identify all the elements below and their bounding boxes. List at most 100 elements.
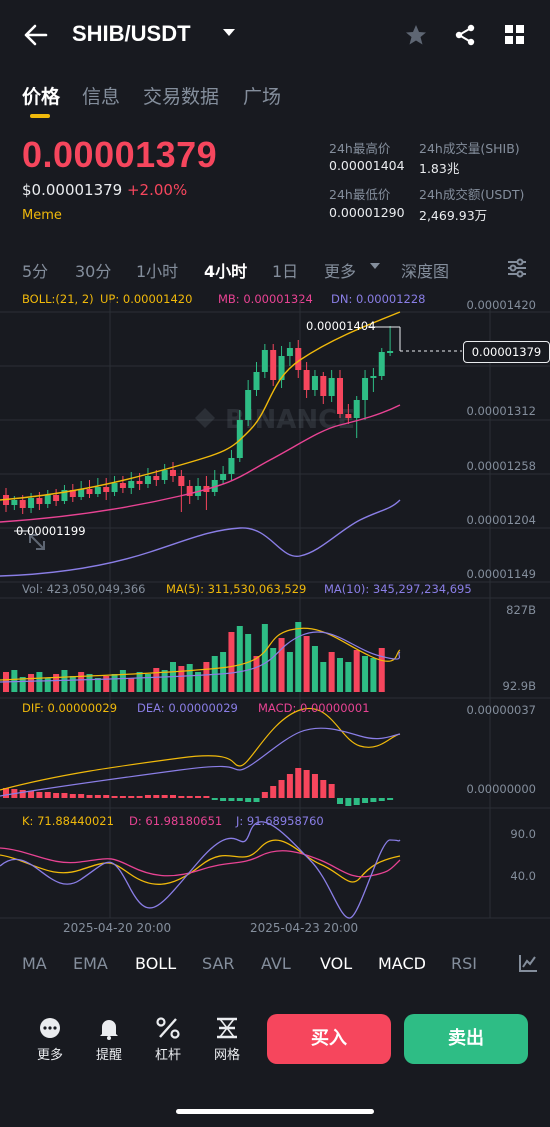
macd-bar [128,796,135,798]
macd-bar [28,791,35,798]
volume-bar [86,674,93,692]
tab-trading-data[interactable]: 交易数据 [143,86,220,108]
time-axis-2: 2025-04-23 20:00 [250,921,359,935]
interval-5m[interactable]: 5分 [22,262,49,281]
chart-settings-icon[interactable] [506,258,528,278]
ind-vol[interactable]: VOL [320,954,353,973]
macd-bar [328,784,335,798]
macd-dif: DIF: 0.00000029 [22,701,118,715]
time-axis-1: 2025-04-20 20:00 [63,921,172,935]
volume-bar [144,674,151,692]
macd-bar [3,788,9,798]
kdj-k: K: 71.88440021 [22,814,114,828]
nav-more[interactable]: 更多 [30,1016,70,1063]
macd-bar [270,786,277,798]
macd-bar [103,795,110,798]
interval-1d[interactable]: 1日 [272,262,299,281]
volume-bar [345,662,352,692]
amount-label: 24h成交额(USDT) [419,187,525,202]
period-row-glyphs [0,995,550,1000]
macd-bar [295,768,302,798]
macd-bar [170,795,176,798]
volume-bar [11,670,18,692]
nav-leverage[interactable]: 杠杆 [148,1016,188,1063]
share-icon[interactable] [453,23,477,47]
ind-ema[interactable]: EMA [73,954,108,973]
nav-alert-label: 提醒 [95,1048,122,1063]
ind-rsi[interactable]: RSI [451,954,477,973]
interval-more[interactable]: 更多 [324,262,357,281]
grid-menu-icon[interactable] [504,24,526,46]
volume-bar [103,676,110,692]
pair-title[interactable]: SHIB/USDT [72,21,191,46]
candle-body [61,490,68,501]
tab-square[interactable]: 广场 [243,86,282,108]
kline-chart[interactable]: BINANCE [0,300,550,920]
kdj-axis-1: 90.0 [510,827,536,841]
macd-bar [378,798,385,801]
kdj-axis-2: 40.0 [510,869,536,883]
volume-bar [61,670,68,692]
ind-macd[interactable]: MACD [378,954,426,973]
macd-bar [387,798,394,800]
candle-body [178,476,185,486]
candle-body [286,348,293,356]
ind-boll[interactable]: BOLL [135,954,177,973]
ind-ma[interactable]: MA [22,954,47,973]
active-tab-underline [30,114,50,118]
interval-1h[interactable]: 1小时 [136,262,179,281]
boll-params: BOLL:(21, 2) [22,292,94,306]
macd-bar [345,798,352,806]
macd-bar [161,795,168,798]
volume-bar [136,672,143,692]
volume-bar [161,670,168,692]
nav-alert[interactable]: 提醒 [89,1016,129,1063]
macd-bar [228,798,235,801]
volume-bar [353,650,360,692]
buy-button[interactable]: 买入 [267,1014,391,1064]
volume-bar [236,626,243,692]
macd-bar [36,792,43,798]
category-tag[interactable]: Meme [22,208,62,223]
interval-4h[interactable]: 4小时 [204,262,248,281]
macd-dea-line [0,727,401,797]
ind-sar[interactable]: SAR [202,954,235,973]
indicator-settings-icon[interactable] [518,954,538,972]
back-arrow-icon[interactable] [22,22,48,48]
usd-price: $0.00001379 [22,181,123,199]
nav-grid[interactable]: 网格 [207,1016,247,1063]
candle-body [19,500,26,508]
sell-button[interactable]: 卖出 [404,1014,528,1064]
macd-bar [111,796,118,798]
macd-bar [353,798,360,805]
candle-body [378,352,385,376]
nav-grid-label: 网格 [213,1048,240,1063]
interval-30m[interactable]: 30分 [75,262,112,281]
candle-body [144,476,151,484]
macd-bar [253,798,260,802]
chevron-down-icon[interactable] [222,28,236,38]
candle-body [69,490,76,497]
volume-bar [370,658,377,692]
price-axis-1: 0.00001420 [466,298,536,312]
vol-ma10-line [0,631,401,683]
macd-value: MACD: 0.00000001 [258,701,370,715]
low-value: 0.00001290 [329,205,405,220]
tab-info[interactable]: 信息 [82,86,121,108]
macd-bar [119,796,126,798]
boll-dn-line [0,499,401,577]
macd-bar [337,798,343,804]
macd-bar [203,796,210,798]
depth-chart-tab[interactable]: 深度图 [401,262,450,281]
volume-label: 24h成交量(SHIB) [419,141,520,156]
price-axis-3: 0.00001258 [466,459,536,473]
macd-bar [245,798,252,802]
candle-body [44,495,51,504]
high-value: 0.00001404 [329,158,405,173]
volume-bar [362,656,369,692]
current-price-tag[interactable]: 0.00001379 [463,341,550,363]
star-icon[interactable] [404,23,428,47]
volume-bar [378,648,385,692]
tab-price[interactable]: 价格 [22,86,61,108]
ind-avl[interactable]: AVL [261,954,291,973]
